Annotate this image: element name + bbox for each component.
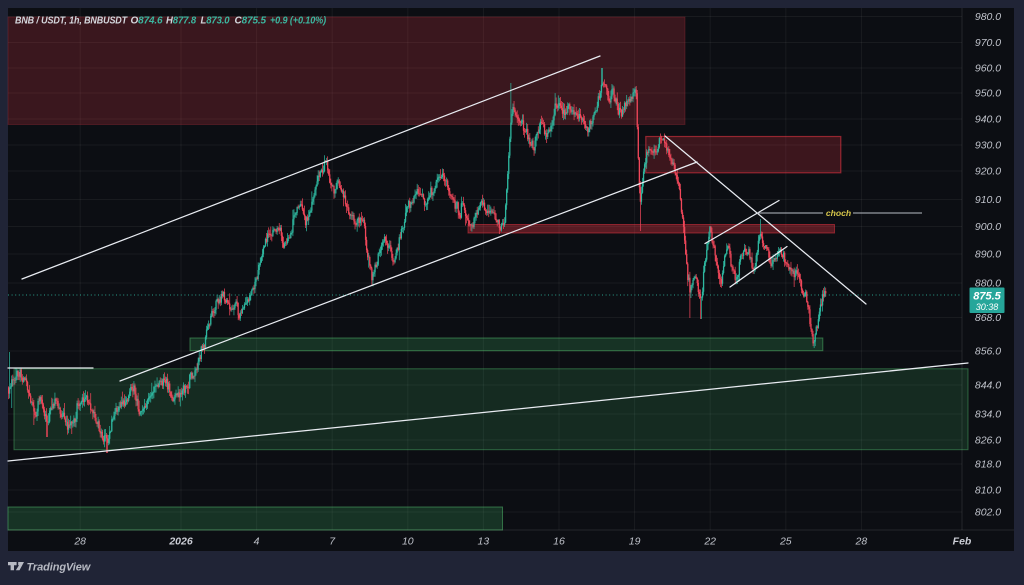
- svg-text:826.0: 826.0: [975, 435, 1001, 447]
- svg-text:2026: 2026: [168, 536, 193, 548]
- svg-text:910.0: 910.0: [975, 194, 1001, 206]
- svg-text:856.0: 856.0: [975, 346, 1001, 358]
- svg-text:C875.5: C875.5: [235, 16, 267, 27]
- svg-text:950.0: 950.0: [975, 88, 1001, 100]
- svg-text:890.0: 890.0: [975, 249, 1001, 261]
- svg-text:834.0: 834.0: [975, 409, 1001, 421]
- svg-text:28: 28: [73, 536, 86, 548]
- svg-text:19: 19: [629, 536, 641, 548]
- svg-text:+0.9 (+0.10%): +0.9 (+0.10%): [270, 16, 326, 27]
- svg-text:28: 28: [855, 536, 868, 548]
- svg-text:802.0: 802.0: [975, 507, 1001, 519]
- svg-text:880.0: 880.0: [975, 278, 1001, 290]
- svg-text:875.5: 875.5: [973, 291, 1001, 303]
- svg-text:25: 25: [779, 536, 792, 548]
- svg-text:920.0: 920.0: [975, 166, 1001, 178]
- svg-text:4: 4: [254, 536, 260, 548]
- svg-text:TradingView: TradingView: [27, 562, 92, 574]
- svg-text:980.0: 980.0: [975, 11, 1001, 23]
- svg-text:900.0: 900.0: [975, 221, 1001, 233]
- svg-text:970.0: 970.0: [975, 37, 1001, 49]
- svg-text:930.0: 930.0: [975, 140, 1001, 152]
- svg-text:O874.6: O874.6: [131, 16, 164, 27]
- svg-text:30:38: 30:38: [976, 302, 999, 312]
- svg-text:22: 22: [703, 536, 716, 548]
- svg-text:choch: choch: [826, 208, 851, 218]
- svg-text:16: 16: [553, 536, 565, 548]
- svg-text:10: 10: [402, 536, 414, 548]
- svg-text:810.0: 810.0: [975, 485, 1001, 497]
- svg-text:H877.8: H877.8: [166, 16, 197, 27]
- svg-text:13: 13: [478, 536, 490, 548]
- svg-text:844.0: 844.0: [975, 380, 1001, 392]
- svg-text:L873.0: L873.0: [201, 16, 231, 27]
- svg-text:BNB / USDT, 1h, BNBUSDT: BNB / USDT, 1h, BNBUSDT: [15, 16, 128, 27]
- svg-text:7: 7: [329, 536, 336, 548]
- svg-text:818.0: 818.0: [975, 459, 1001, 471]
- svg-text:940.0: 940.0: [975, 114, 1001, 126]
- svg-text:Feb: Feb: [953, 536, 972, 548]
- svg-text:960.0: 960.0: [975, 63, 1001, 75]
- svg-text:868.0: 868.0: [975, 312, 1001, 324]
